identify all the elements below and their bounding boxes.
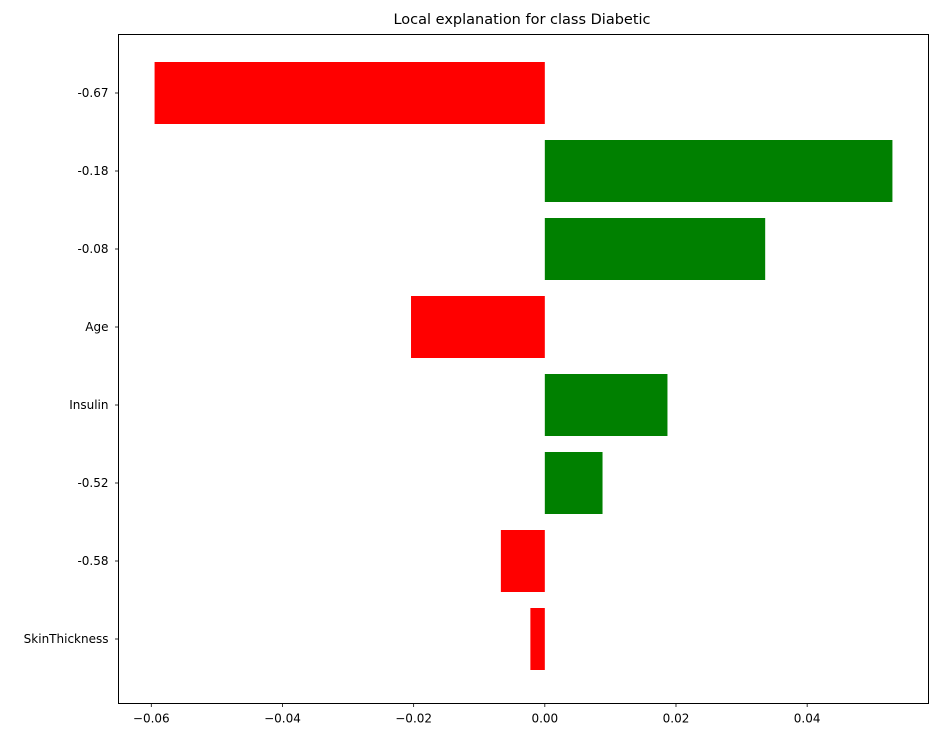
y-tick-label: Age	[85, 320, 108, 334]
y-tick-label: -0.67	[77, 86, 108, 100]
x-tick-label: −0.04	[264, 712, 301, 726]
bar	[530, 608, 545, 670]
y-tick-label: SkinThickness	[24, 632, 109, 646]
y-tick-label: Insulin	[69, 398, 108, 412]
x-tick-label: 0.02	[663, 712, 690, 726]
y-axis: -0.67 -0.18 -0.08 Age Insulin -0.52 -0.58 SkinT…	[24, 86, 119, 646]
y-tick-label: -0.52	[77, 476, 108, 490]
chart-title: Local explanation for class Diabetic	[393, 12, 650, 28]
y-tick-label: -0.08	[77, 242, 108, 256]
bar	[544, 140, 893, 202]
bar	[154, 62, 545, 124]
y-tick-label: -0.58	[77, 554, 108, 568]
plot-frame	[118, 34, 929, 704]
bar	[411, 296, 545, 358]
bar	[544, 452, 603, 514]
bar	[544, 374, 668, 436]
x-tick-label: 0.00	[531, 712, 558, 726]
x-tick-label: −0.06	[133, 712, 170, 726]
bar	[544, 218, 766, 280]
bar	[500, 530, 545, 592]
bars	[154, 62, 893, 670]
x-tick-label: 0.04	[794, 712, 821, 726]
x-axis: −0.06 −0.04 −0.02 0.00 0.02 0.04	[133, 703, 821, 726]
x-tick-label: −0.02	[395, 712, 432, 726]
y-tick-label: -0.18	[77, 164, 108, 178]
